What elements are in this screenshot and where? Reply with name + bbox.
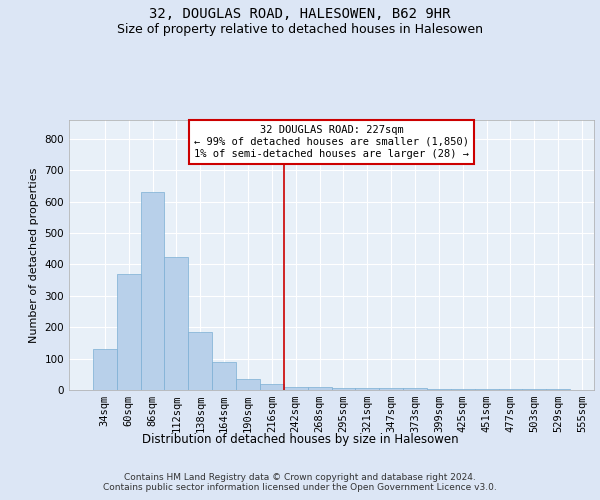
Bar (93, 349, 117, 390)
Bar (403, 388, 427, 390)
Bar (260, 384, 284, 390)
Bar (284, 387, 308, 390)
Bar (117, 274, 140, 390)
Bar (140, 192, 164, 390)
Bar (236, 379, 260, 390)
Text: Contains HM Land Registry data © Crown copyright and database right 2024.
Contai: Contains HM Land Registry data © Crown c… (103, 472, 497, 492)
Bar (188, 332, 212, 390)
Bar (355, 388, 379, 390)
Bar (308, 388, 331, 390)
Text: Distribution of detached houses by size in Halesowen: Distribution of detached houses by size … (142, 432, 458, 446)
Bar (379, 388, 403, 390)
Bar (331, 388, 355, 390)
Text: 32 DOUGLAS ROAD: 227sqm
← 99% of detached houses are smaller (1,850)
1% of semi-: 32 DOUGLAS ROAD: 227sqm ← 99% of detache… (194, 126, 469, 158)
Bar (164, 256, 188, 390)
Bar (427, 388, 451, 390)
Bar (212, 362, 236, 390)
Text: 32, DOUGLAS ROAD, HALESOWEN, B62 9HR: 32, DOUGLAS ROAD, HALESOWEN, B62 9HR (149, 8, 451, 22)
Text: Size of property relative to detached houses in Halesowen: Size of property relative to detached ho… (117, 22, 483, 36)
Y-axis label: Number of detached properties: Number of detached properties (29, 168, 39, 342)
Bar (451, 389, 475, 390)
